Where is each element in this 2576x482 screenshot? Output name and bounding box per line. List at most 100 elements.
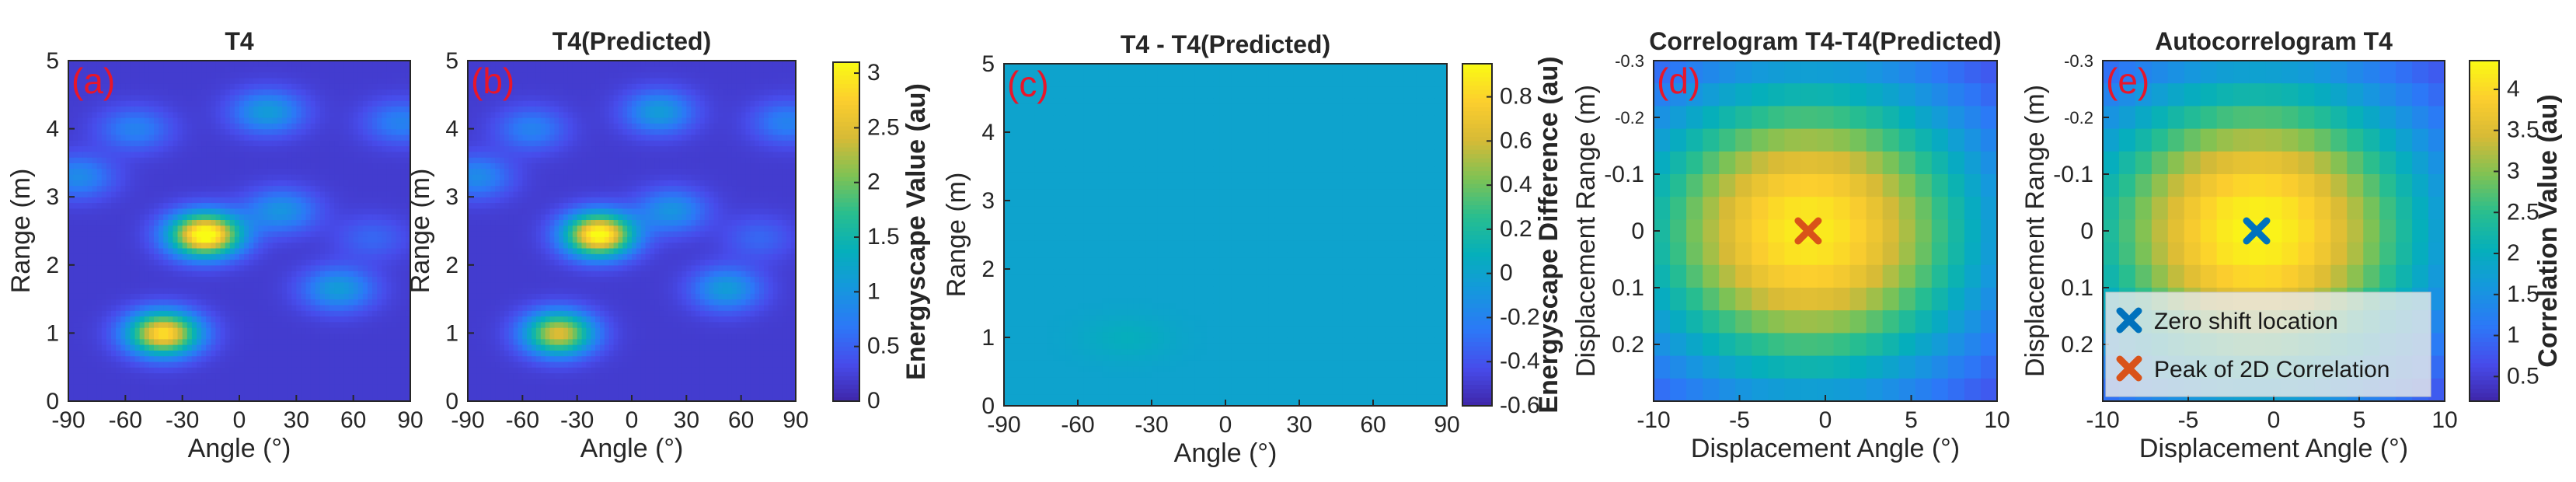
y-tick-label: 4 [445, 117, 458, 142]
colorbar-label: Correlation Value (au) [2533, 94, 2563, 367]
y-tick-label: 4 [46, 117, 59, 142]
x-tick-label: 0 [1819, 407, 1832, 433]
legend-marker [2116, 355, 2142, 382]
chart-title: T4(Predicted) [552, 27, 711, 55]
x-tick-label: -10 [1637, 407, 1670, 433]
x-tick-label: -90 [451, 407, 484, 433]
x-tick-label: 30 [284, 407, 309, 433]
y-tick-label: 3 [981, 188, 995, 214]
colorbar-tick-label: 0.4 [1500, 172, 1532, 197]
x-tick-label: 90 [397, 407, 423, 433]
colorbar: -0.6 -0.4 -0.2 0 0.2 0.4 0.6 0.8 Energyscape Dif… [1462, 56, 1563, 418]
y-tick-label: 0 [1631, 218, 1644, 244]
x-axis-label: Angle (°) [188, 434, 291, 463]
panel-d: -10 -5 0 5 10 -0.3 -0.2 -0.1 0 0.1 0.2 Correlogram … [1571, 27, 2010, 463]
y-tick-label: 5 [981, 51, 995, 77]
colorbar-tick-label: 0 [867, 388, 880, 414]
x-tick-label: -60 [506, 407, 539, 433]
chart-title: Autocorrelogram T4 [2155, 27, 2393, 55]
panel-letter: (b) [471, 61, 514, 101]
y-tick-label: 0.2 [2061, 332, 2093, 358]
colorbar-tick-label: 0.5 [2507, 363, 2539, 389]
colorbar-tick-label: -0.2 [1500, 304, 1540, 330]
panel-e: -10 -5 0 5 10 -0.3 -0.2 -0.1 0 0.1 0.2 Autocorrelog… [2020, 27, 2563, 463]
colorbar-tick-label: 4 [2507, 76, 2520, 102]
x-tick-label: 0 [233, 407, 246, 433]
colorbar-tick-label: 1 [2507, 323, 2520, 348]
y-axis-label: Range (m) [942, 173, 971, 298]
panel-b: -90 -60 -30 0 30 60 90012345T4(Predicted)Angle… [406, 27, 931, 463]
x-tick-label: -30 [1135, 412, 1168, 438]
x-tick-label: -90 [51, 407, 85, 433]
y-tick-label: -0.2 [1615, 108, 1644, 127]
x-tick-label: 5 [1905, 407, 1918, 433]
y-axis-label: Displacement Range (m) [2020, 85, 2050, 377]
x-tick-label: -5 [1729, 407, 1750, 433]
y-tick-label: 0 [46, 389, 59, 414]
legend-marker [2116, 307, 2142, 334]
panel-c: -90 -60 -30 0 30 60 90 0 1 2 3 4 5 T4 - T4(Predicted)… [942, 30, 1563, 468]
y-tick-label: 4 [981, 120, 995, 145]
x-tick-label: 10 [1984, 407, 2010, 433]
colorbar-tick-label: 3 [2507, 158, 2520, 183]
y-tick-label: 0.1 [1612, 275, 1644, 301]
legend: Zero shift location Peak of 2D Correlatio… [2105, 292, 2431, 397]
peak-marker [1794, 217, 1822, 245]
x-tick-label: 5 [2353, 407, 2366, 433]
y-tick-label: 5 [46, 48, 59, 74]
y-tick-label: 0.1 [2061, 275, 2093, 301]
heatmap-cells [1004, 64, 1448, 407]
y-tick-label: 2 [445, 253, 458, 278]
x-tick-label: 0 [2268, 407, 2281, 433]
colorbar-tick-label: 1.5 [2507, 281, 2539, 307]
legend-label: Peak of 2D Correlation [2154, 357, 2390, 382]
colorbar-tick-label: 2.5 [2507, 199, 2539, 225]
y-tick-label: 0 [981, 393, 995, 419]
heatmap-cells [68, 61, 411, 402]
y-tick-label: -0.1 [1604, 162, 1644, 187]
y-tick-label: 1 [445, 320, 458, 346]
colorbar-frame [832, 61, 860, 402]
panel-letter: (e) [2106, 61, 2149, 101]
colorbar-tick-label: 0.2 [1500, 216, 1532, 242]
x-tick-label: 60 [1360, 412, 1386, 438]
y-tick-label: 2 [46, 253, 59, 278]
colorbar-tick-label: -0.6 [1500, 393, 1540, 418]
colorbar: 0.5 1 1.5 2 2.5 3 3.5 4 Correlation Value (au) [2469, 60, 2563, 402]
panel-letter: (c) [1007, 64, 1049, 104]
x-tick-label: -60 [1061, 412, 1094, 438]
y-tick-label: -0.3 [2064, 51, 2093, 71]
x-tick-label: -60 [109, 407, 142, 433]
x-tick-label: 30 [674, 407, 699, 433]
x-tick-label: 30 [1286, 412, 1312, 438]
x-tick-label: -30 [166, 407, 199, 433]
y-tick-label: 1 [981, 325, 995, 351]
chart-title: Correlogram T4-T4(Predicted) [1649, 27, 2001, 55]
y-tick-label: -0.3 [1615, 51, 1644, 71]
y-axis-label: Range (m) [406, 169, 435, 294]
heatmap-cells [468, 61, 797, 402]
x-tick-label: 90 [783, 407, 808, 433]
x-tick-label: 90 [1434, 412, 1459, 438]
colorbar-tick-label: 2 [867, 169, 880, 195]
colorbar: 0 0.5 1 1.5 2 2.5 3 Energyscape Value (au) [832, 60, 931, 414]
colorbar-tick-label: 0.5 [867, 334, 900, 359]
heatmap-cells [1654, 61, 1998, 402]
x-tick-label: -90 [987, 412, 1020, 438]
colorbar-label: Energyscape Value (au) [901, 83, 931, 380]
chart-title: T4 - T4(Predicted) [1121, 30, 1330, 58]
y-tick-label: 5 [445, 48, 458, 74]
x-tick-label: -5 [2178, 407, 2199, 433]
x-tick-label: 60 [728, 407, 754, 433]
legend-label: Zero shift location [2154, 309, 2338, 334]
colorbar-tick-label: 0 [1500, 260, 1513, 286]
y-tick-label: 1 [46, 320, 59, 346]
x-tick-label: -10 [2086, 407, 2119, 433]
colorbar-label: Energyscape Difference (au) [1534, 56, 1563, 413]
y-tick-label: 0.2 [1612, 332, 1644, 358]
y-tick-label: -0.1 [2053, 162, 2093, 187]
x-tick-label: 60 [340, 407, 366, 433]
panel-letter: (d) [1657, 61, 1700, 101]
panel-a: -90 -60 -30 0 30 60 90 0 1 2 3 4 5 T4 Angle (°) Range (… [6, 27, 424, 463]
panel-letter: (a) [71, 61, 115, 101]
